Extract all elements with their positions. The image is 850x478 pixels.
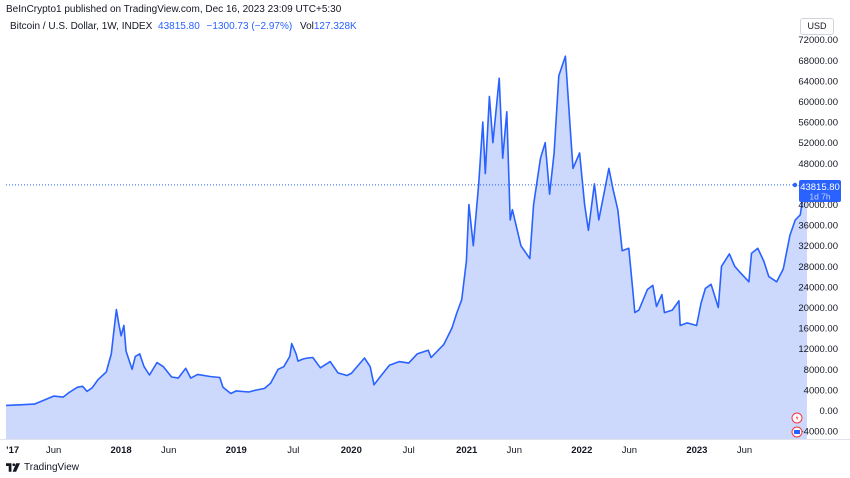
- price-tick-label: 0.00: [820, 406, 839, 417]
- brand-name: TradingView: [24, 462, 80, 473]
- publisher-note: BeInCrypto1 published on TradingView.com…: [6, 4, 342, 15]
- price-change: −1300.73 (−2.97%): [206, 21, 293, 32]
- time-tick-label: Jun: [161, 445, 176, 456]
- time-tick-label: Jun: [507, 445, 522, 456]
- price-tick-label: −4000.00: [798, 427, 838, 438]
- time-tick-label: Jul: [403, 445, 415, 456]
- price-tick-label: 72000.00: [798, 35, 838, 46]
- symbol-name[interactable]: Bitcoin / U.S. Dollar, 1W, INDEX: [10, 21, 153, 32]
- currency-button[interactable]: USD: [800, 18, 834, 35]
- time-axis[interactable]: ’17 Jun 2018 Jun 2019 Jul 2020 Jul 2021 Jun 2022 Ju…: [6, 445, 752, 456]
- price-tick-label: 24000.00: [798, 282, 838, 293]
- price-tick-label: 12000.00: [798, 344, 838, 355]
- price-tick-label: 48000.00: [798, 159, 838, 170]
- time-tick-label: ’17: [6, 445, 19, 456]
- dividends-icon[interactable]: [791, 412, 803, 424]
- volume-label: Vol: [299, 21, 314, 32]
- price-tick-label: 32000.00: [798, 241, 838, 252]
- price-tick-label: 40000.00: [798, 200, 838, 211]
- price-tick-label: 36000.00: [798, 221, 838, 232]
- volume-value: 127.328K: [313, 21, 357, 32]
- tradingview-footer[interactable]: TradingView: [6, 462, 79, 473]
- price-tick-label: 20000.00: [798, 303, 838, 314]
- price-tick-label: 64000.00: [798, 76, 838, 87]
- time-tick-label: Jun: [622, 445, 637, 456]
- bar-countdown: 1d 7h: [809, 192, 831, 202]
- earnings-icon[interactable]: [791, 426, 803, 438]
- price-tick-label: 8000.00: [804, 365, 838, 376]
- price-tick-label: 16000.00: [798, 324, 838, 335]
- time-tick-label: 2019: [226, 445, 247, 456]
- tradingview-logo-icon: [6, 463, 20, 472]
- time-tick-label: Jun: [737, 445, 752, 456]
- time-tick-label: 2018: [111, 445, 132, 456]
- price-tick-label: 52000.00: [798, 138, 838, 149]
- last-price-value: 43815.80: [800, 182, 840, 193]
- price-line: [5, 55, 808, 407]
- time-tick-label: 2022: [571, 445, 592, 456]
- last-price: 43815.80: [158, 21, 200, 32]
- time-tick-label: Jun: [46, 445, 61, 456]
- price-tick-label: 68000.00: [798, 56, 838, 67]
- last-price-label: 43815.80 1d 7h: [799, 180, 841, 202]
- price-area-fill: [6, 56, 807, 439]
- time-tick-label: 2023: [686, 445, 707, 456]
- time-tick-label: 2020: [341, 445, 362, 456]
- last-price-dot: [792, 182, 798, 188]
- time-tick-label: 2021: [456, 445, 478, 456]
- price-tick-label: 56000.00: [798, 118, 838, 129]
- price-tick-label: 28000.00: [798, 262, 838, 273]
- price-tick-label: 60000.00: [798, 97, 838, 108]
- price-tick-label: 4000.00: [804, 385, 838, 396]
- time-tick-label: Jul: [287, 445, 299, 456]
- symbol-legend: Bitcoin / U.S. Dollar, 1W, INDEX 43815.8…: [10, 21, 357, 32]
